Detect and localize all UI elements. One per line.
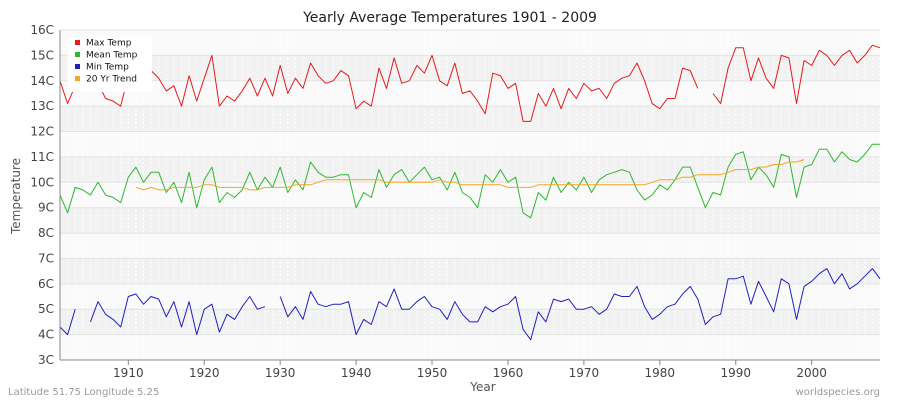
y-tick-label: 11C (30, 150, 54, 164)
y-axis-title: Temperature (9, 158, 23, 235)
y-tick-label: 4C (38, 328, 54, 342)
series-line (89, 293, 266, 336)
y-tick-label: 12C (30, 125, 54, 139)
series-line (135, 159, 805, 191)
x-tick-label: 1970 (569, 366, 600, 380)
series-line (712, 44, 881, 105)
y-tick-label: 3C (38, 353, 54, 367)
legend: Max Temp Mean Temp Min Temp 20 Yr Trend (68, 36, 152, 92)
x-tick-label: 2000 (796, 366, 827, 380)
footer-location: Latitude 51.75 Longitude 5.25 (8, 387, 159, 398)
series-line (59, 54, 699, 122)
x-tick-label: 1950 (417, 366, 448, 380)
legend-swatch (75, 76, 80, 81)
chart-title: Yearly Average Temperatures 1901 - 2009 (302, 10, 597, 26)
y-tick-label: 5C (38, 302, 54, 316)
series-20-yr-trend (135, 159, 805, 191)
x-tick-label: 1980 (645, 366, 676, 380)
y-tick-label: 6C (38, 277, 54, 291)
x-tick-label: 1990 (720, 366, 751, 380)
series-line (59, 143, 880, 219)
y-tick-label: 14C (30, 74, 54, 88)
legend-swatch (75, 52, 80, 57)
x-axis-title: Year (469, 380, 495, 394)
x-tick-label: 1930 (265, 366, 296, 380)
y-tick-label: 15C (30, 48, 54, 62)
y-tick-label: 9C (38, 201, 54, 215)
legend-box (68, 36, 152, 92)
legend-label: Mean Temp (86, 51, 138, 61)
y-tick-label: 10C (30, 175, 54, 189)
x-tick-label: 1920 (189, 366, 220, 380)
y-tick-label: 8C (38, 226, 54, 240)
legend-label: Min Temp (86, 63, 129, 73)
series-max-temp (59, 44, 881, 122)
legend-label: 20 Yr Trend (86, 75, 137, 85)
axes: 1910 1920 1930 1940 1950 1960 1970 1980 1990 2000… (30, 23, 880, 380)
x-tick-label: 1960 (493, 366, 524, 380)
band-13 (60, 80, 880, 107)
grid-lines (59, 29, 881, 361)
legend-swatch (75, 64, 80, 69)
series-line (59, 309, 76, 336)
legend-label: Max Temp (86, 39, 132, 49)
band-5 (60, 283, 880, 310)
x-tick-label: 1940 (341, 366, 372, 380)
footer-source: worldspecies.org (796, 387, 880, 398)
series-line (279, 268, 881, 341)
series-mean-temp (59, 143, 880, 219)
y-tick-label: 13C (30, 99, 54, 113)
x-tick-label: 1910 (113, 366, 144, 380)
legend-swatch (75, 40, 80, 45)
series-min-temp (59, 268, 881, 341)
series-layer (59, 44, 881, 341)
y-tick-label: 16C (30, 23, 54, 37)
y-tick-label: 7C (38, 251, 54, 265)
